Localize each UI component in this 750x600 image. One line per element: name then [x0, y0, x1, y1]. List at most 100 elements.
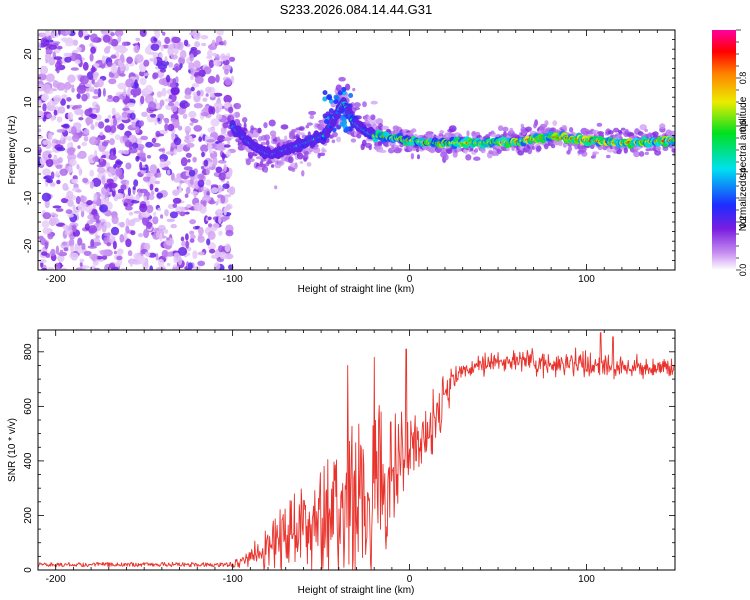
halo-blob [557, 140, 563, 147]
noise-blob [46, 267, 55, 270]
noise-blob [119, 221, 125, 228]
noise-blob [185, 152, 192, 158]
noise-blob [189, 53, 194, 62]
noise-blob [76, 152, 86, 159]
halo-blob [451, 127, 455, 132]
noise-blob [212, 223, 220, 229]
noise-blob [56, 116, 63, 123]
noise-blob [77, 104, 83, 109]
noise-blob [217, 208, 222, 214]
noise-blob [66, 153, 77, 161]
noise-blob [116, 248, 124, 255]
noise-blob [208, 59, 215, 69]
noise-blob [179, 180, 185, 184]
halo-blob [502, 126, 509, 132]
noise-blob [215, 201, 219, 206]
y-tick-label: 0 [23, 567, 34, 573]
noise-blob [64, 56, 72, 63]
spur-blob [333, 99, 339, 105]
noise-blob [184, 193, 189, 198]
spur-blob [336, 124, 342, 130]
noise-blob [132, 186, 136, 190]
noise-blob [91, 177, 102, 187]
noise-blob [152, 216, 159, 225]
noise-blob [73, 209, 80, 214]
noise-blob [116, 124, 122, 130]
noise-blob [135, 137, 142, 145]
noise-blob [105, 197, 109, 207]
noise-blob [220, 126, 227, 134]
noise-blob [77, 202, 87, 212]
halo-blob [335, 84, 342, 92]
noise-blob [208, 105, 213, 115]
noise-blob [198, 136, 203, 142]
noise-blob [153, 211, 157, 216]
noise-blob [84, 223, 90, 231]
noise-blob [161, 249, 169, 258]
noise-blob [184, 211, 190, 215]
noise-blob [47, 228, 53, 232]
noise-blob [206, 139, 216, 143]
noise-blob [69, 245, 75, 253]
noise-blob [75, 189, 82, 193]
y-tick-label: -10 [23, 190, 34, 205]
noise-blob [92, 241, 102, 246]
noise-blob [197, 235, 205, 243]
x-tick-label: -200 [46, 274, 66, 285]
noise-blob [223, 101, 231, 109]
noise-blob [139, 120, 144, 127]
noise-blob [133, 86, 142, 96]
noise-blob [62, 123, 70, 129]
noise-blob [219, 251, 227, 260]
noise-blob [143, 228, 150, 239]
noise-blob [164, 209, 169, 217]
noise-blob [92, 109, 97, 113]
noise-blob [180, 157, 188, 167]
noise-blob [118, 47, 129, 52]
halo-blob [263, 168, 268, 173]
noise-blob [184, 102, 190, 108]
noise-blob [45, 30, 50, 37]
noise-blob [76, 93, 81, 99]
noise-blob [197, 173, 205, 181]
noise-blob [98, 121, 105, 129]
noise-blob [186, 142, 195, 148]
noise-blob [92, 95, 99, 100]
noise-blob [189, 135, 193, 142]
noise-blob [213, 92, 223, 97]
noise-blob [197, 251, 205, 256]
noise-blob [179, 49, 187, 59]
halo-blob [454, 149, 458, 153]
halo-blob [228, 106, 234, 114]
noise-blob [154, 116, 158, 126]
noise-blob [209, 248, 216, 254]
noise-blob [173, 148, 178, 156]
noise-blob [153, 37, 158, 42]
noise-blob [108, 263, 116, 269]
y-tick-label: 20 [23, 48, 34, 60]
noise-blob [55, 171, 60, 178]
noise-blob [173, 264, 177, 268]
noise-blob [132, 260, 141, 265]
noise-blob [229, 186, 236, 196]
halo-blob [607, 130, 614, 135]
noise-blob [152, 142, 161, 148]
noise-blob [99, 131, 104, 136]
noise-blob [223, 40, 227, 46]
noise-blob [60, 267, 68, 270]
noise-blob [48, 56, 56, 66]
noise-blob [210, 118, 220, 127]
noise-blob [99, 161, 107, 167]
noise-blob [211, 254, 219, 259]
halo-blob [536, 145, 542, 152]
noise-blob [60, 197, 69, 204]
noise-blob [191, 49, 201, 55]
y-tick-label: 800 [23, 343, 34, 360]
noise-blob [86, 220, 94, 225]
noise-blob [71, 87, 75, 93]
noise-blob [56, 82, 66, 91]
noise-blob [41, 220, 50, 229]
noise-blob [78, 30, 84, 38]
noise-blob [170, 105, 178, 113]
noise-blob [191, 83, 200, 88]
